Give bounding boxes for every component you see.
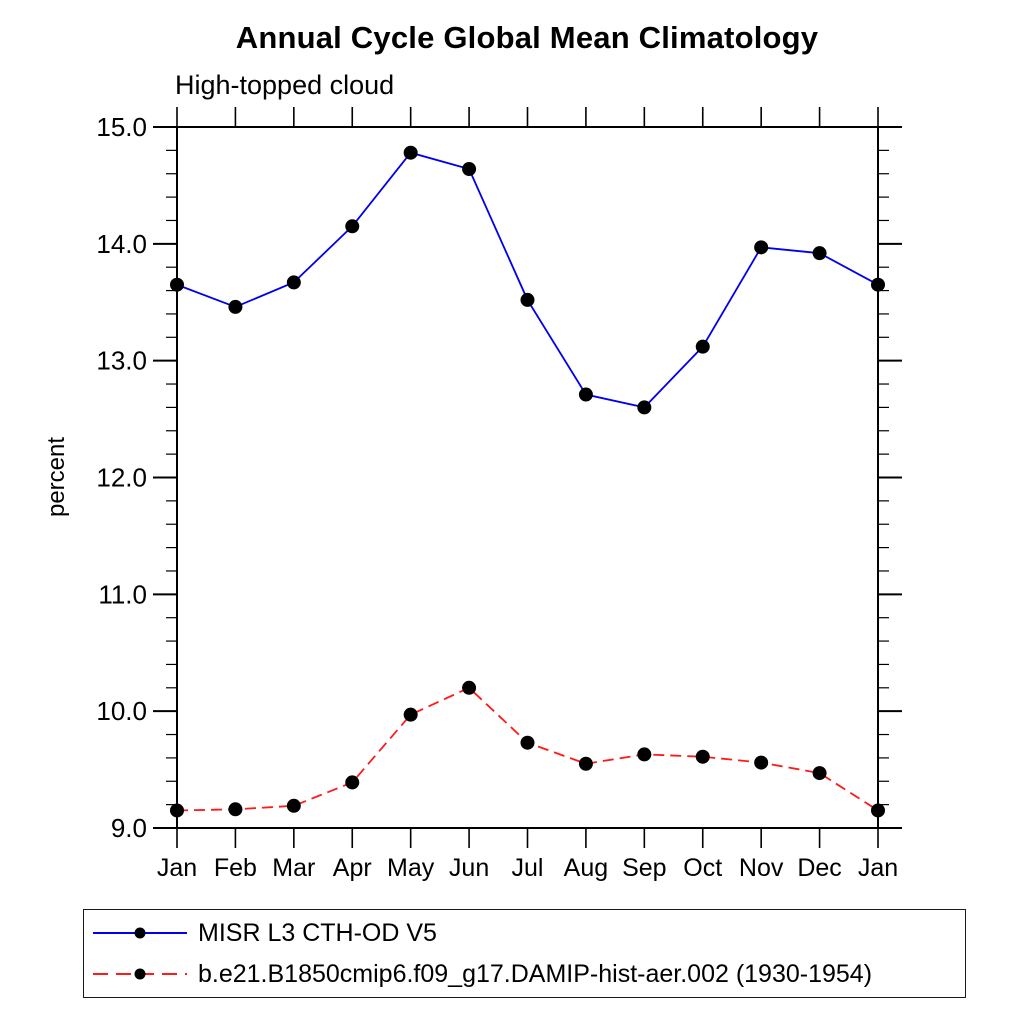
data-point-marker (170, 803, 184, 818)
x-tick-label: Jan (157, 854, 197, 882)
y-tick-label: 14.0 (96, 229, 147, 259)
data-point-marker (695, 749, 710, 764)
legend-label-misr: MISR L3 CTH-OD V5 (198, 918, 437, 947)
data-point-marker (578, 387, 593, 402)
data-point-marker (462, 680, 477, 695)
x-tick-label: Feb (214, 854, 257, 882)
data-point-marker (812, 766, 827, 781)
x-tick-label: Jun (449, 854, 489, 882)
data-point-marker (871, 277, 885, 292)
y-tick-label: 13.0 (96, 346, 147, 376)
x-tick-label: Nov (739, 854, 784, 882)
data-point-marker (871, 803, 885, 818)
data-point-marker (578, 756, 593, 771)
legend-marker-icon (134, 968, 146, 980)
legend-dashed-line-icon (93, 968, 187, 980)
data-point-marker (170, 277, 184, 292)
x-tick-label: Oct (683, 854, 722, 882)
y-tick-label: 15.0 (96, 112, 147, 142)
data-point-marker (403, 145, 418, 160)
data-point-marker (695, 339, 710, 354)
data-point-marker (286, 275, 301, 290)
legend-item-model: b.e21.B1850cmip6.f09_g17.DAMIP-hist-aer.… (90, 954, 965, 995)
x-tick-label: Aug (564, 854, 608, 882)
y-tick-label: 11.0 (98, 579, 147, 609)
data-point-marker (403, 707, 418, 722)
data-point-marker (228, 299, 243, 314)
legend-item-misr: MISR L3 CTH-OD V5 (90, 913, 965, 954)
data-point-marker (286, 798, 301, 813)
data-point-marker (812, 246, 827, 261)
data-point-marker (637, 747, 652, 762)
legend-label-model: b.e21.B1850cmip6.f09_g17.DAMIP-hist-aer.… (198, 959, 873, 988)
x-tick-label: Jul (512, 854, 544, 882)
data-point-marker (345, 775, 360, 790)
x-tick-label: Jan (858, 854, 898, 882)
x-tick-label: Dec (797, 854, 841, 882)
x-tick-label: Mar (272, 854, 315, 882)
data-point-marker (228, 802, 243, 817)
chart-subtitle: High-topped cloud (175, 70, 395, 100)
x-tick-label: May (387, 854, 435, 882)
data-point-marker (637, 400, 652, 415)
series-line-misr (176, 151, 879, 409)
legend-solid-line-icon (93, 927, 187, 939)
data-point-marker (520, 735, 535, 750)
plot-border (176, 126, 879, 829)
data-point-marker (462, 162, 477, 177)
chart-title: Annual Cycle Global Mean Climatology (235, 20, 819, 55)
x-tick-label: Sep (622, 854, 666, 882)
data-point-marker (520, 292, 535, 307)
data-point-marker (345, 219, 360, 234)
x-tick-label: Apr (333, 854, 372, 882)
y-tick-label: 9.0 (111, 813, 147, 843)
legend: MISR L3 CTH-OD V5 b.e21.B1850cmip6.f09_g… (83, 909, 966, 998)
y-tick-label: 10.0 (96, 696, 147, 726)
data-point-marker (754, 240, 769, 255)
data-point-marker (754, 755, 769, 770)
y-tick-label: 12.0 (96, 463, 147, 493)
legend-marker-icon (134, 927, 146, 939)
